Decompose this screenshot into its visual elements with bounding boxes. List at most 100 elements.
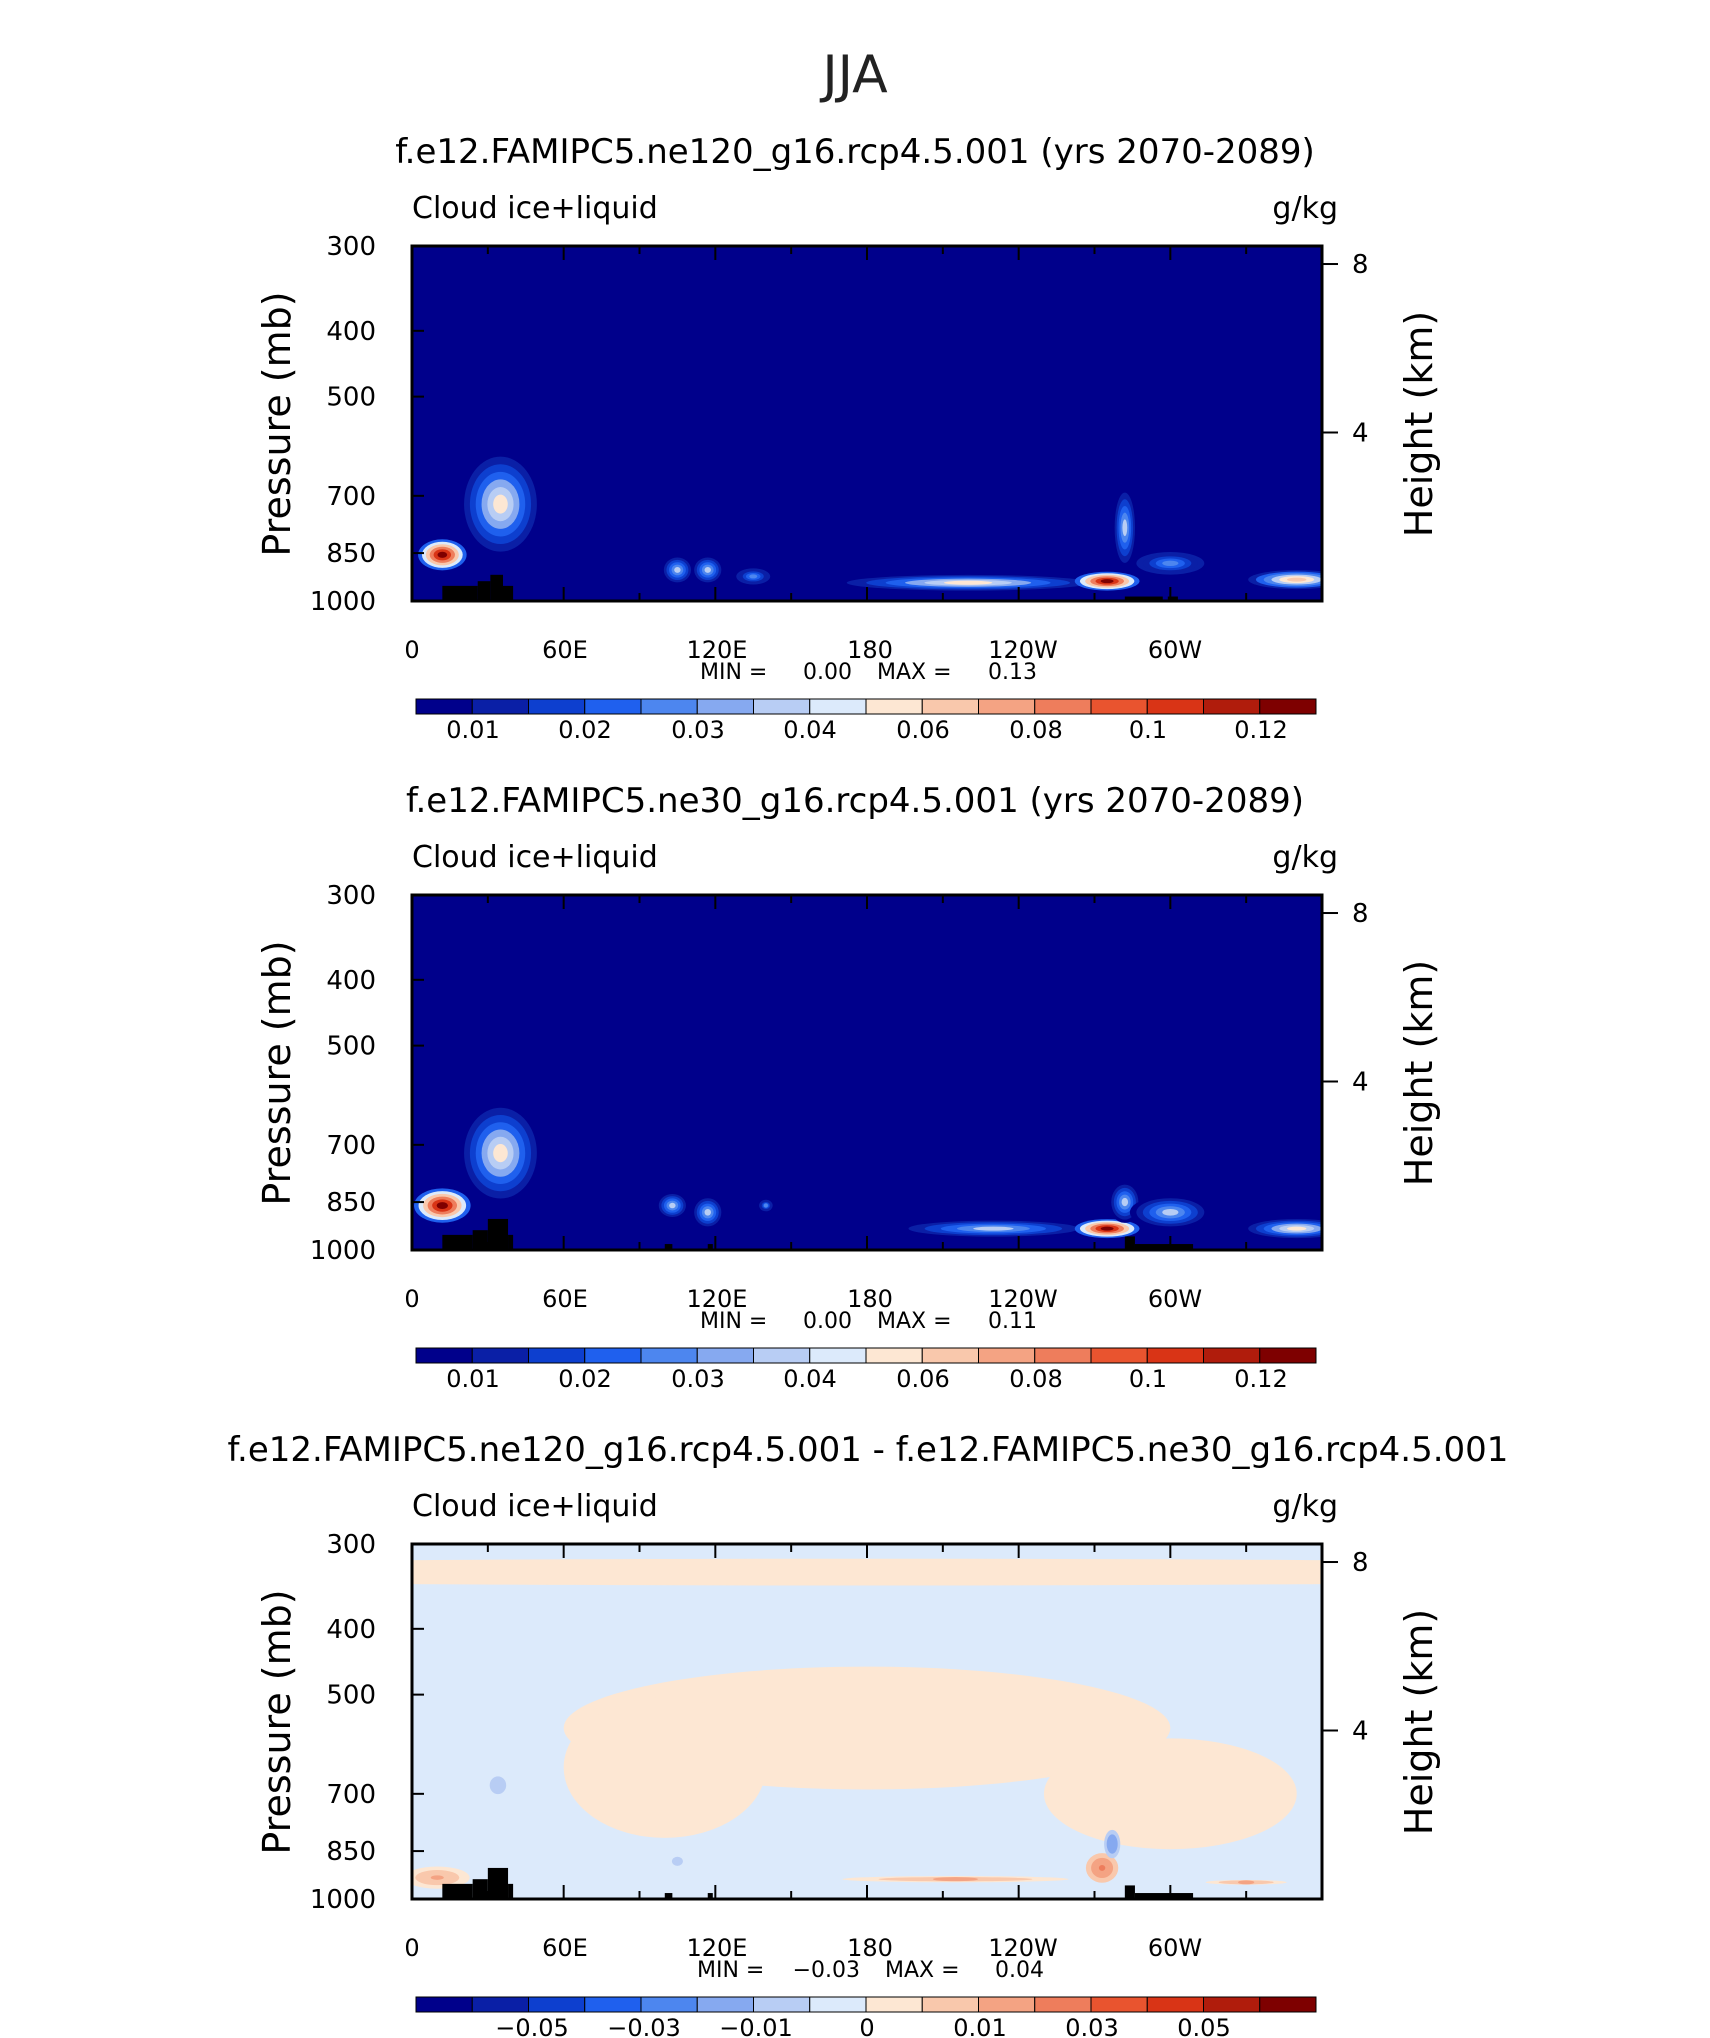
colorbar-box: [921, 698, 979, 715]
y-tick-label-right: 8: [1352, 250, 1369, 280]
contour-feature: [1100, 1226, 1114, 1231]
colorbar-box: [640, 698, 698, 715]
colorbar-box: [809, 1996, 867, 2013]
colorbar-tick-label: −0.03: [607, 2014, 681, 2038]
colorbar-box: [1259, 1996, 1317, 2013]
contour-band: [563, 1696, 766, 1838]
y-tick-label: 300: [326, 881, 376, 911]
y-tick-label: 850: [326, 539, 376, 569]
y-tick-label: 1000: [310, 1236, 376, 1266]
colorbar-box: [696, 1996, 754, 2013]
colorbar-box: [696, 698, 754, 715]
colorbar-tick-label: 0.03: [1065, 2014, 1118, 2038]
colorbar-tick-label: 0.1: [1129, 716, 1167, 744]
colorbar-tick-label: 0.05: [1177, 2014, 1230, 2038]
contour-feature: [704, 1208, 711, 1216]
panel-3: f.e12.FAMIPC5.ne120_g16.rcp4.5.001 - f.e…: [228, 1430, 1509, 2038]
y-axis-title-right: Height (km): [1397, 960, 1441, 1186]
y-tick-label-right: 8: [1352, 899, 1369, 929]
terrain: [508, 1883, 514, 1899]
x-tick-label: 120E: [687, 1934, 748, 1962]
colorbar-box: [471, 1347, 529, 1364]
contour-feature: [1100, 579, 1114, 584]
contour-feature: [973, 1226, 1014, 1231]
x-tick-label: 120W: [988, 1934, 1058, 1962]
colorbar-box: [1034, 698, 1092, 715]
contour-feature: [1098, 1864, 1106, 1871]
colorbar-box: [809, 1347, 867, 1364]
y-tick-label: 400: [326, 317, 376, 347]
colorbar-box: [640, 1996, 698, 2013]
panel-1: f.e12.FAMIPC5.ne120_g16.rcp4.5.001 (yrs …: [255, 132, 1441, 744]
figure-title: JJA: [819, 45, 888, 105]
contour-feature: [1110, 1841, 1115, 1847]
y-tick-label: 400: [326, 966, 376, 996]
contour-feature: [1162, 560, 1179, 566]
y-tick-label: 500: [326, 1032, 376, 1062]
y-tick-label: 500: [326, 383, 376, 413]
y-axis-title: Pressure (mb): [255, 1589, 299, 1854]
left-label: Cloud ice+liquid: [412, 191, 658, 226]
colorbar-tick-label: 0: [859, 2014, 874, 2038]
x-tick-label: 0: [404, 1934, 419, 1962]
y-tick-label: 300: [326, 232, 376, 262]
contour-feature: [1287, 577, 1307, 582]
min-value: −0.03: [793, 1958, 860, 1983]
max-label: MAX =: [885, 1958, 960, 1983]
colorbar-box: [1090, 698, 1148, 715]
panel-title: f.e12.FAMIPC5.ne30_g16.rcp4.5.001 (yrs 2…: [406, 781, 1304, 821]
x-tick-label: 120E: [687, 636, 748, 664]
y-tick-label: 850: [326, 1188, 376, 1218]
colorbar-tick-label: 0.01: [953, 2014, 1006, 2038]
terrain: [1124, 596, 1163, 601]
colorbar-tick-label: 0.04: [783, 1365, 836, 1393]
colorbar-box: [978, 698, 1036, 715]
colorbar-box: [1203, 698, 1261, 715]
x-tick-label: 180: [847, 636, 893, 664]
panel-title: f.e12.FAMIPC5.ne120_g16.rcp4.5.001 (yrs …: [395, 132, 1315, 172]
colorbar-box: [1146, 698, 1204, 715]
min-value: 0.00: [803, 660, 852, 685]
terrain: [487, 1867, 509, 1899]
y-tick-label: 1000: [310, 1885, 376, 1915]
colorbar-tick-label: −0.01: [719, 2014, 793, 2038]
colorbar-box: [1146, 1996, 1204, 2013]
colorbar-box: [921, 1996, 979, 2013]
contour-feature: [495, 1782, 501, 1788]
colorbar-tick-label: 0.12: [1234, 716, 1287, 744]
contour-field: [414, 1107, 1322, 1239]
y-tick-label: 300: [326, 1530, 376, 1560]
colorbar-box: [921, 1347, 979, 1364]
colorbar-box: [1203, 1347, 1261, 1364]
colorbar-box: [1034, 1996, 1092, 2013]
plot-background: [412, 246, 1322, 601]
colorbar-tick-label: 0.06: [896, 1365, 949, 1393]
colorbar-box: [1090, 1347, 1148, 1364]
y-tick-label-right: 4: [1352, 419, 1369, 449]
y-axis-title: Pressure (mb): [255, 291, 299, 556]
contour-feature: [1238, 1880, 1255, 1885]
right-label: g/kg: [1272, 1489, 1338, 1524]
panel-title: f.e12.FAMIPC5.ne120_g16.rcp4.5.001 - f.e…: [228, 1430, 1509, 1470]
right-label: g/kg: [1272, 840, 1338, 875]
contour-feature: [763, 1203, 768, 1208]
contour-feature: [1122, 519, 1128, 537]
terrain: [442, 585, 478, 601]
colorbar-box: [528, 1347, 586, 1364]
y-axis-title-right: Height (km): [1397, 1609, 1441, 1835]
contour-feature: [436, 1202, 448, 1209]
terrain: [664, 1893, 673, 1899]
x-tick-label: 60W: [1148, 636, 1202, 664]
y-tick-label: 1000: [310, 587, 376, 617]
y-tick-label: 700: [326, 1780, 376, 1810]
max-value: 0.11: [988, 1309, 1037, 1334]
colorbar-box: [415, 698, 473, 715]
colorbar-tick-label: 0.03: [671, 716, 724, 744]
x-tick-label: 120W: [988, 1285, 1058, 1313]
colorbar-box: [1259, 698, 1317, 715]
x-tick-label: 0: [404, 1285, 419, 1313]
contour-feature: [669, 1202, 676, 1209]
contour-feature: [675, 1859, 680, 1864]
y-tick-label: 850: [326, 1837, 376, 1867]
